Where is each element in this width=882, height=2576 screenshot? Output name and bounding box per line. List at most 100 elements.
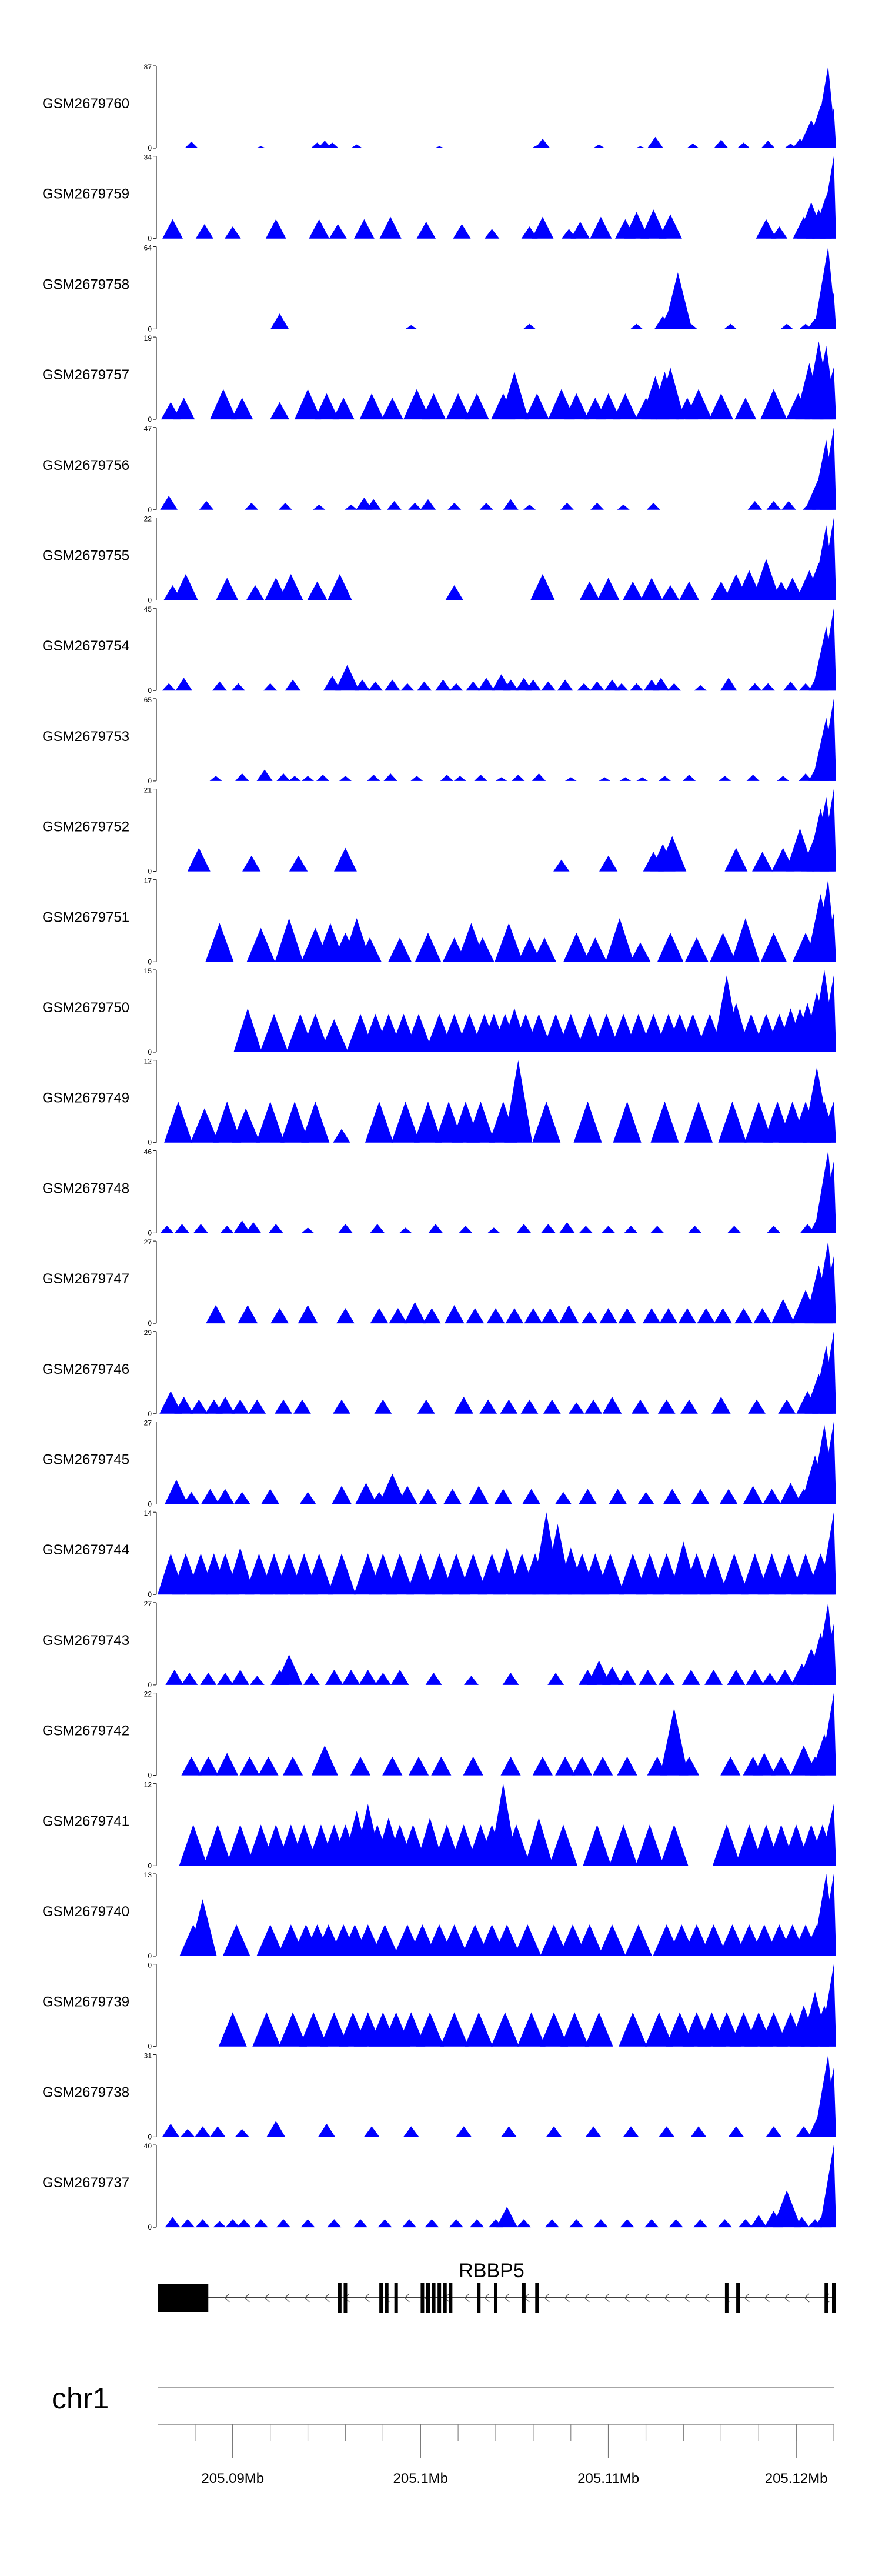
signal-peak [333, 1129, 350, 1143]
signal-peak [231, 398, 253, 420]
signal-peak [425, 2219, 439, 2228]
signal-peak [181, 2128, 195, 2137]
track-label: GSM2679743 [42, 1633, 129, 1649]
signal-peak [245, 1222, 262, 1233]
y-max-label: 13 [144, 1871, 152, 1879]
signal-peak [704, 1669, 723, 1685]
track-GSM2679754: GSM2679754 45 0 [42, 605, 836, 695]
signal-peak [530, 573, 555, 600]
signal-peak [727, 1226, 741, 1233]
gene-exon [724, 2283, 729, 2313]
signal-peak [465, 2012, 493, 2047]
y-max-label: 27 [144, 1238, 152, 1246]
signal-peak [494, 1489, 513, 1504]
signal-peak [771, 1756, 791, 1776]
strand-arrow-icon [324, 2293, 330, 2303]
signal-peak [210, 389, 237, 420]
signal-peak [500, 1756, 521, 1776]
signal-peak [584, 1399, 603, 1414]
signal-peak [681, 1669, 700, 1685]
strand-arrow-icon [244, 2293, 250, 2303]
signal-peak [820, 293, 836, 329]
signal-peak [311, 1745, 338, 1776]
signal-peak [245, 502, 259, 510]
signal-peak [175, 678, 192, 691]
track-label: GSM2679745 [42, 1452, 129, 1468]
signal-peak [711, 1396, 731, 1414]
signal-peak [820, 698, 836, 781]
signal-peak [679, 1756, 700, 1776]
y-min-label: 0 [148, 1861, 152, 1870]
signal-peak [190, 1108, 219, 1143]
signal-peak [379, 1473, 406, 1504]
signal-peak [604, 679, 620, 691]
track-label: GSM2679744 [42, 1542, 129, 1558]
track-GSM2679748: GSM2679748 46 0 [42, 1147, 836, 1237]
signal-peak [187, 847, 211, 872]
signal-peak [249, 1676, 265, 1685]
signal-peak [355, 1483, 377, 1504]
track-label: GSM2679754 [42, 638, 129, 654]
signal-peak [397, 2012, 426, 2047]
signal-peak [682, 775, 696, 781]
signal-peak [690, 2126, 707, 2137]
signal-peak [449, 683, 463, 691]
track-label: GSM2679750 [42, 1000, 129, 1016]
signal-peak [419, 1489, 437, 1504]
y-min-label: 0 [148, 1410, 152, 1418]
axis-tick-label: 205.1Mb [393, 2471, 448, 2487]
signal-peak [417, 681, 432, 691]
signal-peak [573, 1101, 602, 1143]
track-GSM2679737: GSM2679737 40 0 [42, 2142, 836, 2231]
y-max-label: 45 [144, 605, 152, 613]
signal-peak [614, 683, 629, 691]
signal-peak [160, 1226, 174, 1233]
signal-peak [560, 502, 574, 510]
strand-arrow-icon [564, 2293, 570, 2303]
signal-peak [630, 323, 643, 329]
signal-peak [276, 2219, 291, 2228]
signal-peak [358, 937, 382, 962]
strand-arrow-icon [364, 2293, 370, 2303]
signal-peak [487, 1227, 500, 1233]
signal-peak [522, 1489, 541, 1504]
signal-peak [564, 777, 577, 781]
signal-peak [602, 1226, 616, 1233]
signal-peak [752, 559, 780, 600]
signal-peak [547, 1673, 564, 1685]
gene-exon [522, 2283, 526, 2313]
signal-peak [717, 2219, 732, 2228]
signal-peak [474, 775, 487, 781]
signal-peak [546, 2126, 562, 2137]
signal-peak [714, 1308, 732, 1324]
signal-peak [501, 2126, 517, 2137]
signal-peak [454, 1396, 473, 1414]
track-label: GSM2679756 [42, 458, 129, 473]
y-min-label: 0 [148, 1048, 152, 1056]
track-GSM2679745: GSM2679745 27 0 [42, 1419, 836, 1509]
strand-arrow-icon [264, 2293, 270, 2303]
signal-peak [820, 427, 836, 510]
signal-peak [289, 855, 308, 872]
signal-peak [294, 389, 322, 420]
signal-peak [820, 156, 836, 239]
strand-arrow-icon [624, 2293, 630, 2303]
signal-peak [270, 1308, 289, 1324]
signal-peak [386, 1553, 415, 1595]
signal-peak [761, 141, 775, 148]
y-min-label: 0 [148, 1139, 152, 1147]
signal-peak [160, 495, 178, 510]
track-label: GSM2679746 [42, 1362, 129, 1377]
signal-peak [425, 1673, 442, 1685]
signal-peak [222, 1924, 250, 1956]
gene-exon [432, 2283, 436, 2313]
signal-peak [469, 1486, 489, 1504]
signal-peak [431, 1756, 452, 1776]
y-min-label: 0 [148, 777, 152, 785]
signal-peak [300, 2219, 315, 2228]
signal-peak [446, 393, 470, 420]
signal-peak [232, 1108, 260, 1143]
signal-peak [443, 1489, 462, 1504]
signal-peak [553, 859, 570, 872]
